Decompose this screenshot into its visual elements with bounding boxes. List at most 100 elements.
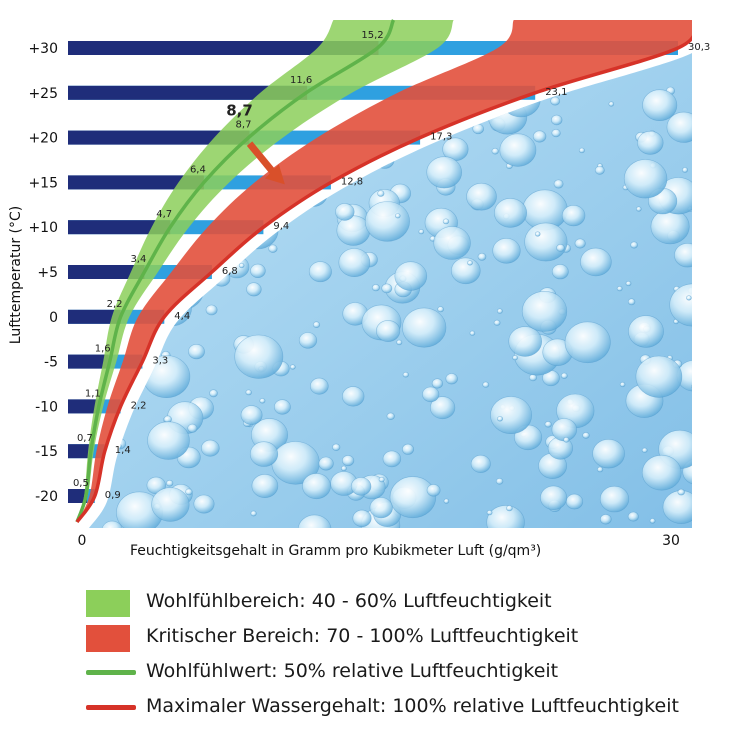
water-drop bbox=[369, 497, 393, 519]
x-axis-title: Feuchtigkeitsgehalt in Gramm pro Kubikme… bbox=[130, 543, 541, 559]
water-drop bbox=[155, 103, 190, 134]
water-drop bbox=[442, 218, 450, 225]
value-label-comfort: 0,7 bbox=[77, 433, 93, 444]
water-drop bbox=[389, 476, 437, 519]
water-drop bbox=[251, 473, 279, 498]
water-drop bbox=[553, 179, 564, 189]
x-tick-label: 30 bbox=[662, 533, 680, 549]
water-drop bbox=[396, 339, 403, 346]
water-drop bbox=[104, 243, 124, 261]
water-drop bbox=[102, 189, 140, 224]
y-tick-label: +30 bbox=[28, 41, 58, 57]
water-drop bbox=[338, 248, 371, 278]
water-drop bbox=[394, 213, 401, 219]
water-drop bbox=[193, 494, 215, 514]
bar-comfort bbox=[68, 41, 379, 55]
legend-label: Wohlfühlbereich: 40 - 60% Luftfeuchtigke… bbox=[146, 590, 552, 612]
bar-comfort bbox=[68, 399, 99, 414]
value-label-comfort: 3,4 bbox=[130, 254, 146, 265]
legend-line-sample bbox=[86, 705, 136, 710]
water-drop bbox=[650, 209, 690, 245]
legend-line-sample bbox=[86, 670, 136, 675]
water-drop bbox=[433, 226, 471, 260]
water-drop bbox=[382, 450, 402, 468]
water-drop bbox=[445, 373, 458, 385]
water-drop bbox=[234, 334, 284, 379]
water-drop bbox=[250, 263, 266, 279]
legend-swatch bbox=[86, 590, 130, 617]
water-drop bbox=[544, 421, 552, 428]
callout-arrow-head bbox=[264, 164, 285, 185]
water-drop bbox=[681, 167, 688, 173]
water-drop bbox=[496, 308, 503, 314]
water-drop bbox=[642, 89, 678, 121]
water-drop bbox=[309, 377, 329, 395]
legend-swatch bbox=[86, 625, 130, 652]
water-drop bbox=[630, 241, 638, 249]
value-label-saturation: 17,3 bbox=[430, 132, 452, 143]
water-drop bbox=[185, 488, 193, 496]
water-drop bbox=[619, 381, 626, 388]
y-tick-label: -15 bbox=[35, 444, 58, 460]
water-drop bbox=[491, 147, 499, 155]
water-drop bbox=[486, 505, 525, 528]
value-label-saturation: 12,8 bbox=[341, 176, 363, 187]
water-drop bbox=[259, 398, 266, 404]
water-drop bbox=[582, 432, 590, 439]
comfort-band bbox=[77, 20, 454, 522]
water-drop bbox=[187, 423, 198, 433]
water-drop bbox=[666, 111, 692, 143]
water-drop bbox=[340, 465, 347, 472]
value-label-comfort: 2,2 bbox=[107, 299, 123, 310]
water-drop bbox=[249, 441, 279, 467]
water-drop bbox=[136, 198, 152, 213]
water-drop bbox=[297, 514, 332, 528]
water-drop bbox=[250, 510, 257, 517]
water-drop bbox=[134, 387, 142, 394]
bar-comfort bbox=[68, 220, 171, 235]
water-drop bbox=[376, 320, 401, 342]
bar-comfort bbox=[68, 444, 91, 459]
water-drop bbox=[209, 389, 218, 398]
water-drop bbox=[467, 260, 473, 266]
water-drop bbox=[508, 326, 543, 357]
water-drop bbox=[466, 182, 497, 211]
water-drop bbox=[560, 372, 568, 379]
water-drop bbox=[352, 509, 372, 528]
water-drop bbox=[394, 261, 428, 291]
water-drop bbox=[245, 389, 252, 396]
water-drop bbox=[470, 454, 491, 473]
water-drop bbox=[572, 534, 577, 539]
value-label-saturation: 0,9 bbox=[105, 490, 121, 501]
water-drop bbox=[152, 156, 168, 170]
water-drop bbox=[188, 344, 205, 360]
legend-item: Wohlfühlwert: 50% relative Luftfeuchtigk… bbox=[84, 656, 744, 691]
water-drop bbox=[506, 505, 513, 512]
water-drop bbox=[662, 490, 692, 524]
water-drop bbox=[298, 332, 318, 349]
water-drop bbox=[246, 282, 262, 297]
water-drop bbox=[377, 190, 385, 197]
water-drop bbox=[332, 443, 341, 451]
water-drop bbox=[238, 262, 245, 269]
water-drop bbox=[250, 162, 257, 168]
value-label-saturation: 23,1 bbox=[545, 87, 567, 98]
water-drop bbox=[599, 514, 612, 525]
water-drop bbox=[240, 405, 263, 425]
value-label-saturation: 30,3 bbox=[688, 42, 710, 53]
water-drop bbox=[335, 203, 355, 221]
water-drop bbox=[342, 386, 365, 407]
water-drop bbox=[637, 130, 664, 155]
water-drop bbox=[580, 247, 612, 277]
water-drop bbox=[486, 509, 493, 516]
y-tick-label: -5 bbox=[44, 355, 58, 371]
water-drop bbox=[426, 484, 441, 497]
water-drop bbox=[540, 485, 568, 510]
water-drop bbox=[166, 479, 174, 487]
x-tick-label: 0 bbox=[78, 533, 87, 549]
y-axis-title: Lufttemperatur (°C) bbox=[8, 206, 24, 344]
water-drop bbox=[635, 206, 642, 212]
value-label-saturation: 3,3 bbox=[152, 356, 168, 367]
legend-label: Wohlfühlwert: 50% relative Luftfeuchtigk… bbox=[146, 660, 559, 682]
bar-comfort bbox=[68, 489, 87, 503]
